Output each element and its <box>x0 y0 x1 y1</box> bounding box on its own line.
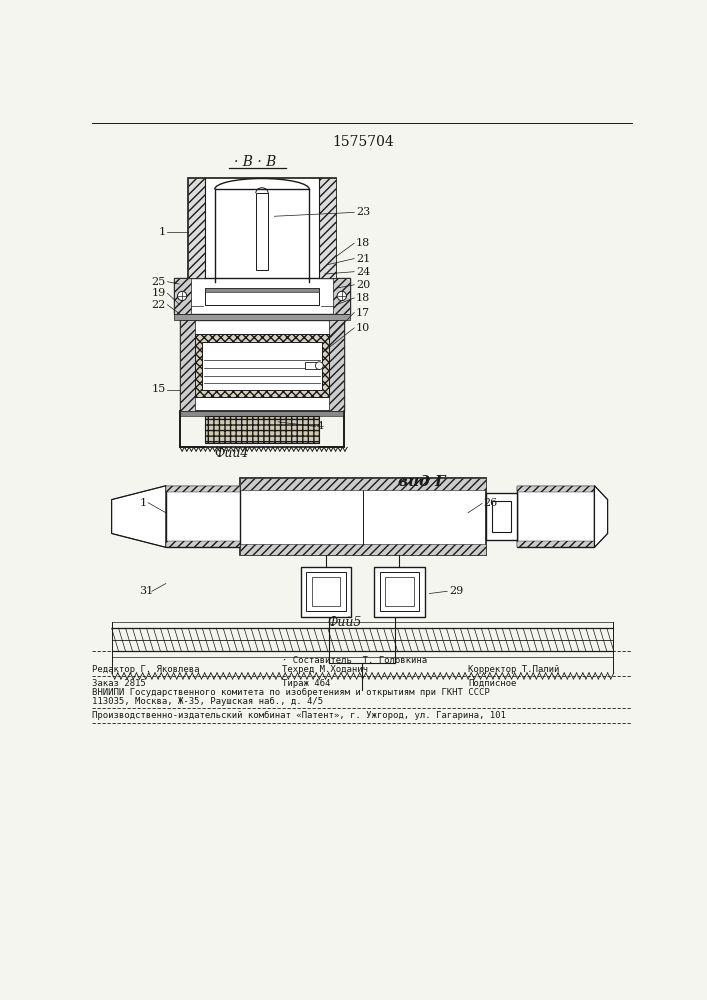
Bar <box>306 572 346 611</box>
Bar <box>492 501 510 532</box>
Bar <box>380 572 419 611</box>
Text: Фий5: Фий5 <box>327 616 361 629</box>
Bar <box>385 577 414 606</box>
Text: Подписное: Подписное <box>468 679 517 688</box>
Bar <box>329 320 344 411</box>
Bar <box>517 486 595 547</box>
Bar <box>204 288 320 305</box>
Bar <box>180 320 344 411</box>
Text: 26: 26 <box>484 498 498 508</box>
Text: · Составитель  Т. Головкина: · Составитель Т. Головкина <box>282 656 427 665</box>
Bar <box>240 478 486 490</box>
Text: Заказ 2815: Заказ 2815 <box>92 679 146 688</box>
Bar <box>517 541 595 547</box>
Bar <box>312 577 340 606</box>
Text: 22: 22 <box>151 300 166 310</box>
Bar <box>174 278 191 314</box>
Text: 25: 25 <box>151 277 166 287</box>
Bar <box>174 278 351 314</box>
Text: 18: 18 <box>356 238 370 248</box>
Circle shape <box>315 362 323 369</box>
Bar <box>166 486 240 492</box>
Text: 29: 29 <box>449 586 463 596</box>
Text: 24: 24 <box>356 267 370 277</box>
Polygon shape <box>112 486 166 547</box>
Text: 21: 21 <box>356 254 370 264</box>
Bar <box>374 567 425 617</box>
Text: 10: 10 <box>356 323 370 333</box>
Bar <box>320 178 337 278</box>
Circle shape <box>337 291 346 301</box>
Text: 15: 15 <box>151 384 166 394</box>
Bar <box>256 193 268 270</box>
Bar <box>240 478 486 555</box>
Text: Редактор Г. Яковлева: Редактор Г. Яковлева <box>92 665 200 674</box>
Bar <box>204 288 320 292</box>
Bar <box>300 567 351 617</box>
Bar <box>305 362 320 369</box>
Bar <box>201 342 322 389</box>
Text: 20: 20 <box>356 280 370 290</box>
Bar <box>333 278 351 314</box>
Text: ВНИИПИ Государственного комитета по изобретениям и открытиям при ГКНТ СССР: ВНИИПИ Государственного комитета по изоб… <box>92 688 490 697</box>
Text: 113035, Москва, Ж-35, Раушская наб., д. 4/5: 113035, Москва, Ж-35, Раушская наб., д. … <box>92 697 323 706</box>
Bar <box>517 486 595 492</box>
Text: Фий4: Фий4 <box>214 447 249 460</box>
Text: 18: 18 <box>356 293 370 303</box>
Bar <box>187 178 337 305</box>
Circle shape <box>177 291 187 301</box>
Bar <box>180 320 195 411</box>
Text: 4: 4 <box>317 421 324 431</box>
Bar <box>187 178 204 278</box>
Polygon shape <box>595 486 607 547</box>
Text: 1: 1 <box>139 498 146 508</box>
Text: 19: 19 <box>151 288 166 298</box>
Bar <box>166 486 240 547</box>
Bar <box>486 493 517 540</box>
Text: · B · B: · B · B <box>234 155 276 169</box>
Text: Корректор Т.Палий: Корректор Т.Палий <box>468 665 559 674</box>
Bar <box>166 541 240 547</box>
Text: Тираж 464: Тираж 464 <box>282 679 330 688</box>
Text: 23: 23 <box>356 207 370 217</box>
Text: 1575704: 1575704 <box>332 135 394 149</box>
Text: вид Г: вид Г <box>398 475 445 489</box>
Text: 31: 31 <box>139 586 153 596</box>
Text: 17: 17 <box>356 308 370 318</box>
Text: Техред М.Ходанич: Техред М.Ходанич <box>282 665 368 674</box>
Bar <box>174 314 351 320</box>
Text: Производственно-издательский комбинат «Патент», г. Ужгород, ул. Гагарина, 101: Производственно-издательский комбинат «П… <box>92 711 506 720</box>
Bar <box>195 334 329 397</box>
Bar <box>240 544 486 555</box>
Bar <box>180 411 344 447</box>
Text: 1: 1 <box>159 227 166 237</box>
Bar <box>180 411 344 416</box>
Bar <box>204 416 320 443</box>
